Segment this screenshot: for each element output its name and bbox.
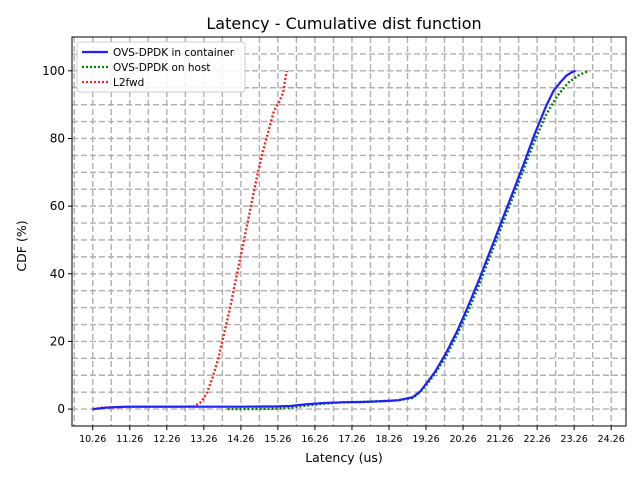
x-tick-label: 11.26 <box>116 434 143 445</box>
x-tick-label: 10.26 <box>79 434 106 445</box>
x-tick-label: 23.26 <box>561 434 588 445</box>
chart-title: Latency - Cumulative dist function <box>206 14 481 33</box>
x-tick-label: 18.26 <box>375 434 402 445</box>
y-tick-label: 0 <box>57 402 65 416</box>
x-tick-label: 22.26 <box>524 434 551 445</box>
y-tick-label: 100 <box>42 64 65 78</box>
x-tick-label: 20.26 <box>449 434 476 445</box>
plot-frame <box>71 36 627 427</box>
legend-label: OVS-DPDK in container <box>113 47 235 59</box>
x-tick-label: 24.26 <box>598 434 625 445</box>
x-tick-label: 14.26 <box>227 434 254 445</box>
x-axis-label: Latency (us) <box>305 450 383 465</box>
x-tick-label: 15.26 <box>264 434 291 445</box>
series-layer <box>92 69 590 411</box>
y-tick-label: 40 <box>50 267 65 281</box>
x-tick-label: 17.26 <box>338 434 365 445</box>
series-line-1 <box>227 69 590 411</box>
legend-box <box>76 41 246 93</box>
legend-label: OVS-DPDK on host <box>113 62 211 74</box>
x-tick-label: 19.26 <box>412 434 439 445</box>
y-axis-label: CDF (%) <box>14 220 29 271</box>
y-tick-label: 20 <box>50 334 65 348</box>
y-axis-ticks: 0 20 40 60 80 100 <box>42 64 72 416</box>
y-tick-label: 60 <box>50 199 65 213</box>
legend-label: L2fwd <box>113 77 144 89</box>
grid-layer <box>72 37 626 426</box>
series-line-0 <box>92 69 576 411</box>
x-axis-ticks: 10.26 11.26 12.26 13.26 14.26 15.26 16.26 17.26… <box>79 426 625 445</box>
legend: OVS-DPDK in container OVS-DPDK on host L2f… <box>76 41 246 93</box>
x-tick-label: 16.26 <box>301 434 328 445</box>
x-tick-label: 12.26 <box>153 434 180 445</box>
y-tick-label: 80 <box>50 131 65 145</box>
x-tick-label: 21.26 <box>486 434 513 445</box>
x-tick-label: 13.26 <box>190 434 217 445</box>
